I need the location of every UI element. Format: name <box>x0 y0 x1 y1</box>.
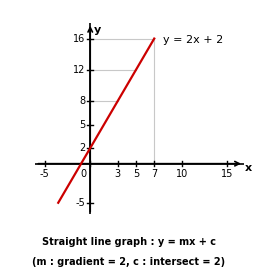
Text: 16: 16 <box>73 34 85 44</box>
Text: (m : gradient = 2, c : intersect = 2): (m : gradient = 2, c : intersect = 2) <box>33 257 225 267</box>
Text: -5: -5 <box>40 169 49 179</box>
Text: 2: 2 <box>79 143 85 153</box>
Text: Straight line graph : y = mx + c: Straight line graph : y = mx + c <box>42 237 216 247</box>
Text: 12: 12 <box>73 65 85 75</box>
Text: 3: 3 <box>115 169 121 179</box>
Text: 8: 8 <box>79 96 85 106</box>
Text: 0: 0 <box>80 169 87 179</box>
Text: y: y <box>94 25 101 35</box>
Text: -5: -5 <box>75 198 85 208</box>
Text: 5: 5 <box>79 120 85 130</box>
Text: 15: 15 <box>221 169 233 179</box>
Text: 7: 7 <box>151 169 157 179</box>
Text: 10: 10 <box>175 169 188 179</box>
Text: y = 2x + 2: y = 2x + 2 <box>163 35 224 45</box>
Text: x: x <box>245 163 252 172</box>
Text: 5: 5 <box>133 169 139 179</box>
